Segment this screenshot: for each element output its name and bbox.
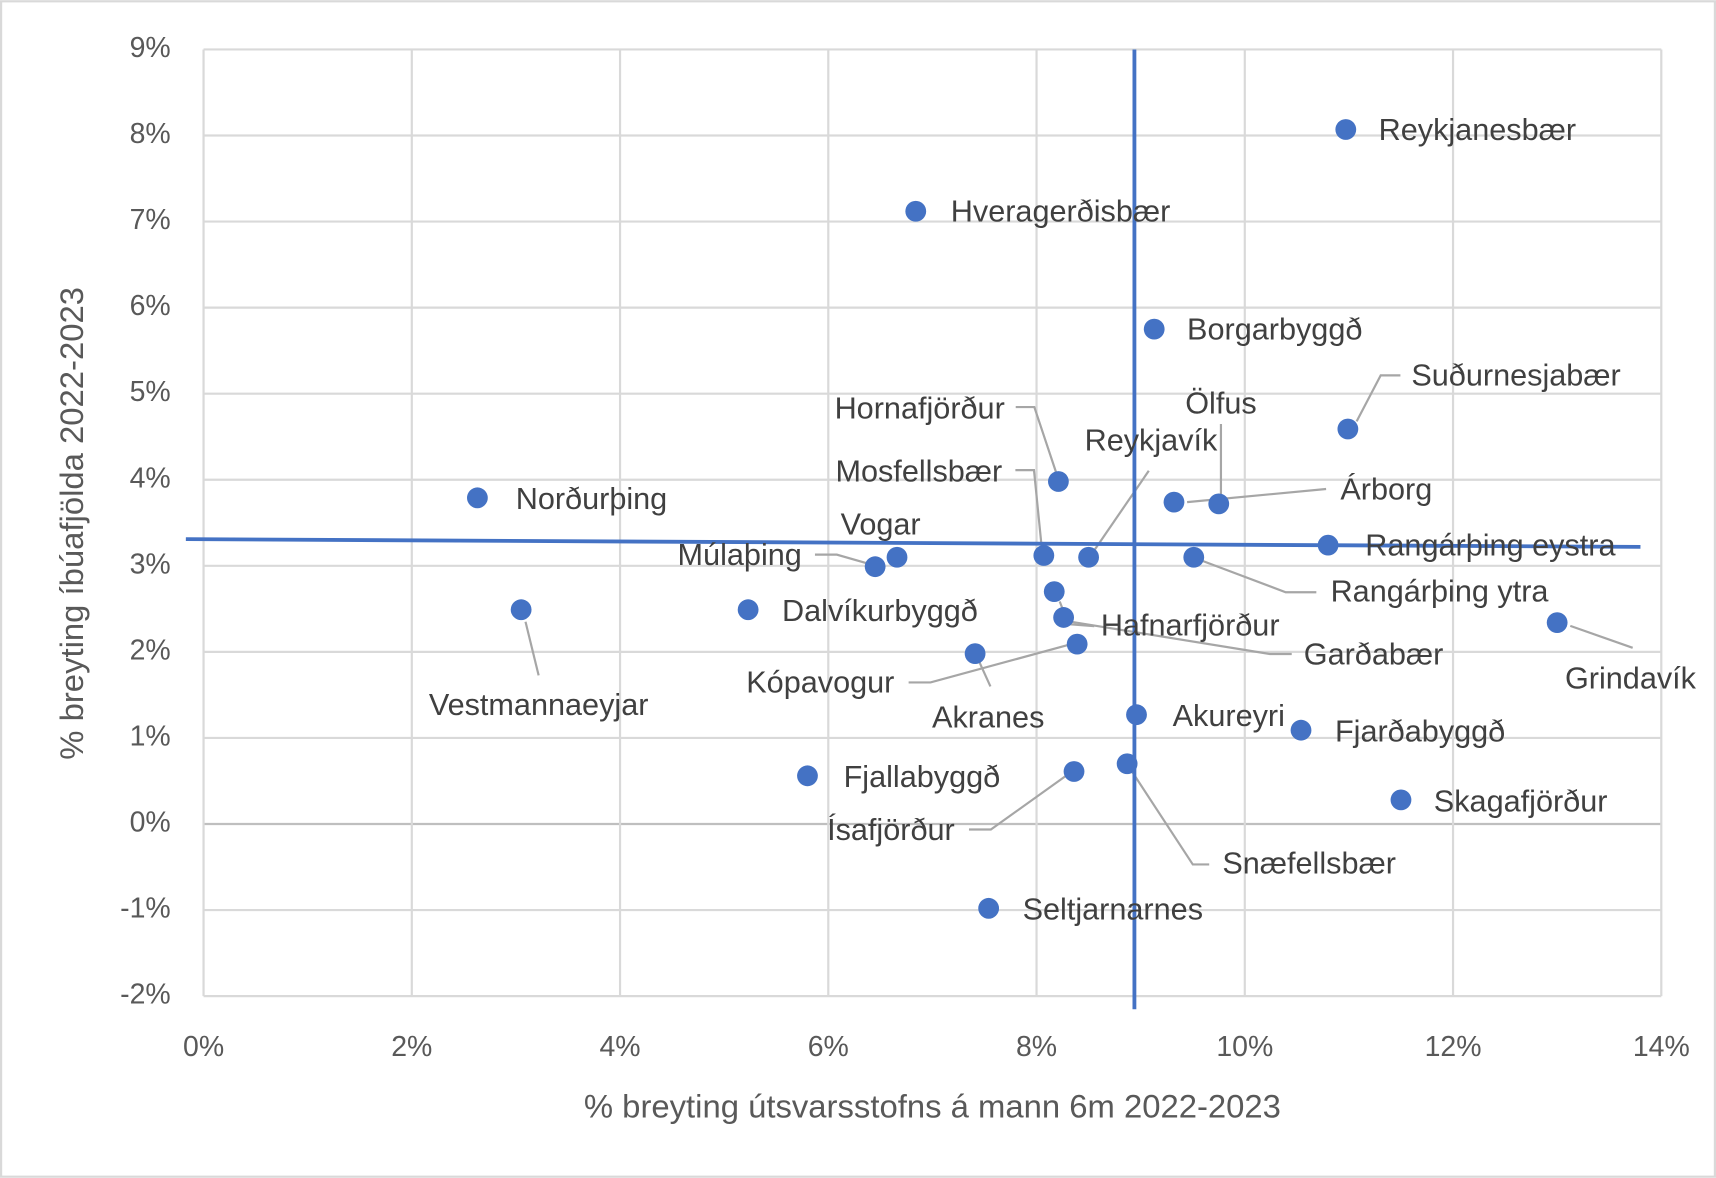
point-label: Kópavogur: [746, 666, 894, 700]
point-label: Múlaþing: [678, 538, 802, 572]
x-tick-label: 12%: [1425, 1031, 1482, 1063]
leader-line: [1131, 771, 1210, 866]
leader-line: [1569, 624, 1634, 649]
point: [1163, 491, 1185, 513]
point-label: Hveragerðisbær: [951, 195, 1171, 229]
leader-line: [1355, 374, 1401, 422]
point-label: Vestmannaeyjar: [429, 688, 649, 722]
point-label: Rangárþing eystra: [1365, 528, 1616, 562]
point: [797, 765, 818, 787]
point: [1290, 719, 1312, 741]
x-tick-label: 14%: [1633, 1031, 1690, 1063]
y-tick-label: 9%: [130, 32, 171, 64]
point: [1048, 471, 1069, 492]
point: [1078, 546, 1099, 568]
x-tick-label: 10%: [1216, 1031, 1273, 1063]
y-tick-label: 8%: [130, 118, 171, 150]
y-axis-title: % breyting íbúafjölda 2022-2023: [53, 287, 90, 760]
point-label: Reykjanesbær: [1379, 113, 1576, 147]
point: [1033, 545, 1055, 566]
leader-line: [908, 644, 1068, 684]
leader-line: [1093, 470, 1150, 552]
point-label: Vogar: [841, 508, 921, 542]
point-label: Rangárþing ytra: [1331, 574, 1550, 608]
point: [1143, 318, 1165, 340]
y-tick-label: -1%: [120, 893, 171, 925]
point: [1063, 761, 1085, 782]
y-tick-label: 5%: [130, 376, 171, 408]
y-tick-label: 6%: [130, 290, 171, 322]
leader-line: [978, 661, 992, 687]
point: [1208, 493, 1230, 515]
x-tick-label: 6%: [808, 1031, 849, 1063]
point-label: Mosfellsbær: [835, 455, 1002, 489]
point: [737, 599, 759, 621]
point: [905, 200, 927, 222]
point-label: Ölfus: [1185, 386, 1256, 420]
leader-line: [524, 621, 540, 676]
x-tick-label: 4%: [599, 1031, 640, 1063]
point-label: Snæfellsbær: [1222, 847, 1396, 881]
point: [1317, 534, 1339, 556]
point: [864, 556, 886, 578]
point-label: Fjallabyggð: [844, 760, 1001, 794]
point-label: Grindavík: [1565, 662, 1697, 696]
point: [978, 897, 1000, 919]
point-label: Árborg: [1340, 471, 1432, 506]
leader-line: [1015, 405, 1058, 474]
point-label: Garðabær: [1304, 637, 1444, 671]
point-label: Dalvíkurbyggð: [782, 594, 978, 628]
point: [1126, 704, 1147, 726]
point: [1390, 789, 1412, 811]
leader-line: [1015, 469, 1043, 547]
x-tick-label: 2%: [391, 1031, 432, 1063]
y-tick-label: -2%: [120, 979, 171, 1011]
y-tick-label: 1%: [130, 720, 171, 752]
reference-line-horizontal: [185, 537, 1641, 549]
y-tick-label: 2%: [130, 634, 171, 666]
leader-line: [1201, 559, 1317, 594]
point-label: Seltjarnarnes: [1023, 893, 1203, 927]
point-label: Akureyri: [1173, 699, 1285, 733]
point: [1066, 633, 1088, 655]
leader-line: [968, 773, 1069, 831]
x-tick-label: 8%: [1016, 1031, 1057, 1063]
point-label: Hornafjörður: [835, 391, 1005, 425]
y-tick-label: 0%: [130, 807, 171, 839]
point-label: Skagafjörður: [1434, 784, 1608, 818]
y-tick-label: 3%: [130, 548, 171, 580]
leader-line: [814, 553, 868, 565]
point: [1546, 612, 1568, 634]
point-label: Reykjavík: [1085, 423, 1218, 457]
point-label: Suðurnesjabær: [1411, 359, 1620, 393]
leader-line: [1066, 622, 1095, 628]
y-tick-label: 7%: [130, 204, 171, 236]
point: [1043, 581, 1065, 603]
point: [1183, 546, 1205, 568]
point: [1335, 119, 1357, 140]
y-tick-label: 4%: [130, 462, 171, 494]
x-axis-title: % breyting útsvarsstofns á mann 6m 2022-…: [584, 1088, 1281, 1125]
point-label: Norðurþing: [516, 482, 668, 516]
point: [964, 643, 986, 664]
point-label: Fjarðabyggð: [1335, 715, 1505, 749]
point-label: Borgarbyggð: [1187, 312, 1362, 346]
x-tick-label: 0%: [183, 1031, 224, 1063]
point: [1337, 418, 1359, 440]
point-label: Akranes: [932, 700, 1044, 734]
point: [886, 546, 908, 568]
point: [510, 599, 532, 621]
point: [1053, 607, 1075, 628]
point: [467, 487, 488, 509]
point: [1116, 753, 1138, 775]
point-label: Hafnarfjörður: [1101, 608, 1280, 642]
point-label: Ísafjörður: [827, 812, 955, 847]
